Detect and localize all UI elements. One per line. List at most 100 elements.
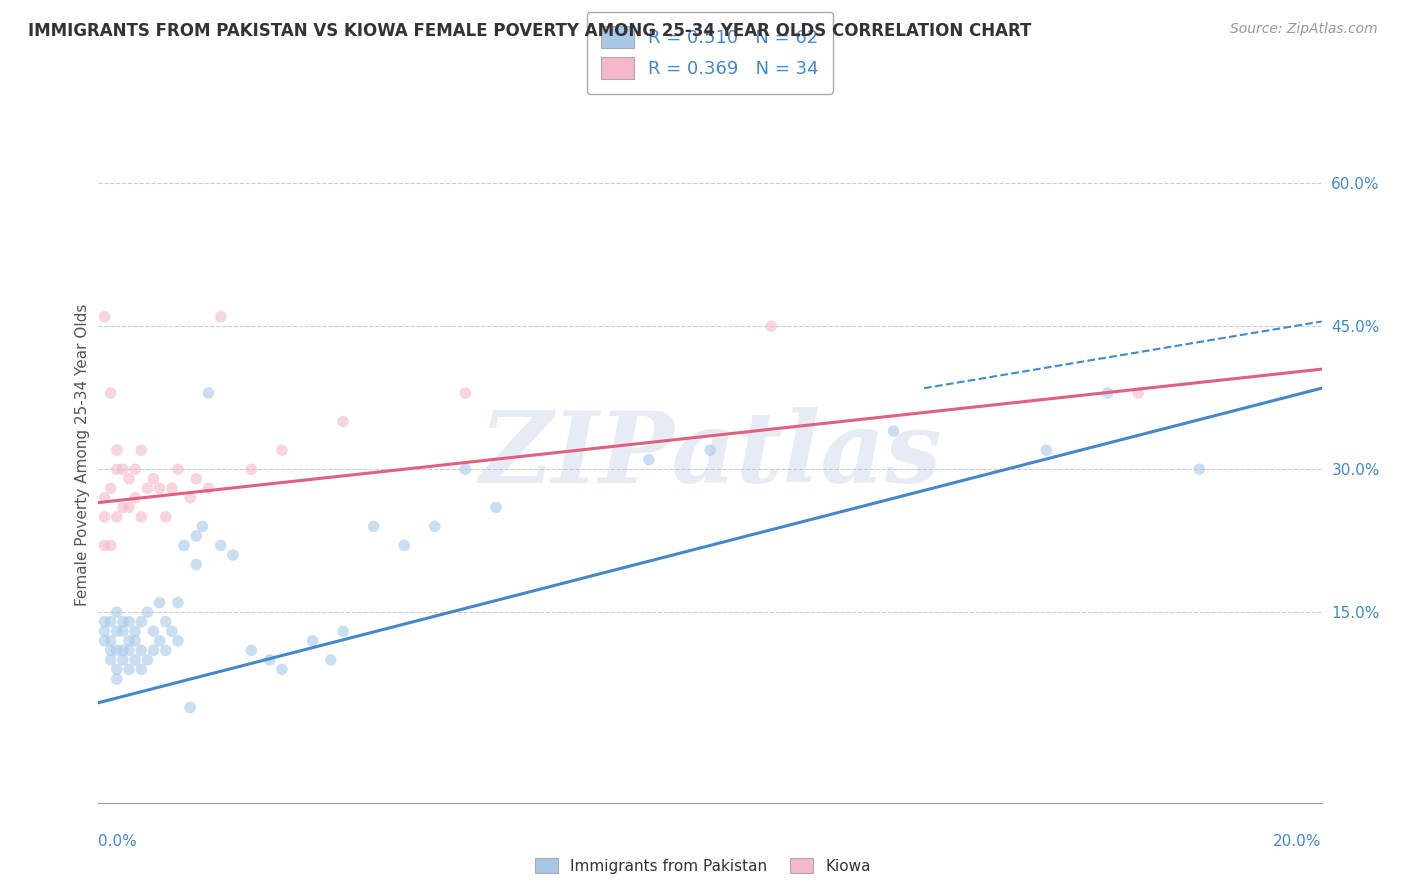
Point <box>167 633 190 648</box>
Point <box>179 700 201 714</box>
Point <box>100 539 122 553</box>
Point <box>111 653 134 667</box>
Text: 0.0%: 0.0% <box>98 834 138 849</box>
Point <box>363 519 385 533</box>
Point <box>209 539 232 553</box>
Point <box>160 624 183 639</box>
Point <box>167 596 190 610</box>
Point <box>270 662 292 676</box>
Text: IMMIGRANTS FROM PAKISTAN VS KIOWA FEMALE POVERTY AMONG 25-34 YEAR OLDS CORRELATI: IMMIGRANTS FROM PAKISTAN VS KIOWA FEMALE… <box>28 22 1032 40</box>
Point <box>392 539 416 553</box>
Y-axis label: Female Poverty Among 25-34 Year Olds: Female Poverty Among 25-34 Year Olds <box>75 304 90 606</box>
Point <box>197 386 219 401</box>
Point <box>111 624 134 639</box>
Point <box>129 615 152 629</box>
Point <box>118 472 141 486</box>
Point <box>149 481 172 495</box>
Point <box>118 662 141 676</box>
Point <box>149 596 172 610</box>
Point <box>142 624 165 639</box>
Point <box>759 319 782 334</box>
Point <box>124 491 146 505</box>
Point <box>124 653 146 667</box>
Point <box>173 539 195 553</box>
Point <box>124 462 146 476</box>
Point <box>179 491 201 505</box>
Point <box>105 462 128 476</box>
Point <box>111 615 134 629</box>
Text: ZIPatlаs: ZIPatlаs <box>479 407 941 503</box>
Point <box>100 653 122 667</box>
Text: Source: ZipAtlas.com: Source: ZipAtlas.com <box>1230 22 1378 37</box>
Point <box>209 310 232 324</box>
Point <box>136 605 159 619</box>
Point <box>105 643 128 657</box>
Point <box>136 653 159 667</box>
Point <box>191 519 214 533</box>
Text: 20.0%: 20.0% <box>1274 834 1322 849</box>
Legend: R = 0.510   N = 62, R = 0.369   N = 34: R = 0.510 N = 62, R = 0.369 N = 34 <box>586 12 834 94</box>
Point <box>197 481 219 495</box>
Point <box>883 424 905 438</box>
Point <box>160 481 183 495</box>
Point <box>167 462 190 476</box>
Point <box>332 624 354 639</box>
Point <box>155 615 177 629</box>
Point <box>222 548 245 562</box>
Point <box>93 624 115 639</box>
Point <box>105 509 128 524</box>
Point <box>136 481 159 495</box>
Point <box>111 462 134 476</box>
Point <box>155 509 177 524</box>
Point <box>105 605 128 619</box>
Point <box>186 529 208 543</box>
Point <box>155 643 177 657</box>
Point <box>1128 386 1150 401</box>
Point <box>93 491 115 505</box>
Point <box>637 452 661 467</box>
Point <box>454 462 477 476</box>
Point <box>1035 443 1057 458</box>
Point <box>124 624 146 639</box>
Point <box>100 643 122 657</box>
Point <box>1097 386 1119 401</box>
Point <box>93 310 115 324</box>
Point <box>129 662 152 676</box>
Point <box>93 633 115 648</box>
Point <box>240 462 263 476</box>
Point <box>259 653 281 667</box>
Point <box>1188 462 1211 476</box>
Point <box>454 386 477 401</box>
Point <box>319 653 342 667</box>
Point <box>105 624 128 639</box>
Point <box>186 558 208 572</box>
Point <box>100 615 122 629</box>
Point <box>105 662 128 676</box>
Point <box>129 443 152 458</box>
Point <box>699 443 721 458</box>
Point <box>111 500 134 515</box>
Point <box>270 443 292 458</box>
Point <box>240 643 263 657</box>
Point <box>100 481 122 495</box>
Point <box>423 519 446 533</box>
Point <box>93 539 115 553</box>
Point <box>186 472 208 486</box>
Point <box>118 643 141 657</box>
Point <box>142 472 165 486</box>
Point <box>111 643 134 657</box>
Point <box>93 615 115 629</box>
Point <box>118 633 141 648</box>
Point <box>301 633 323 648</box>
Point <box>124 633 146 648</box>
Point <box>149 633 172 648</box>
Point <box>105 443 128 458</box>
Point <box>105 672 128 686</box>
Point <box>93 509 115 524</box>
Point <box>332 415 354 429</box>
Point <box>100 633 122 648</box>
Point <box>129 643 152 657</box>
Point <box>129 509 152 524</box>
Point <box>100 386 122 401</box>
Point <box>118 615 141 629</box>
